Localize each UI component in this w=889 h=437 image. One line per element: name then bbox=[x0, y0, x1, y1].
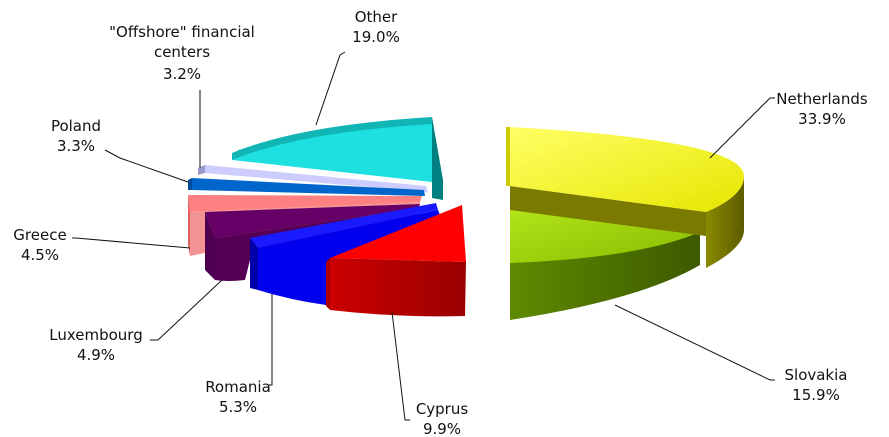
leader-cyprus bbox=[391, 311, 410, 421]
label-netherlands-name: Netherlands bbox=[776, 90, 868, 108]
label-cyprus-name: Cyprus bbox=[416, 400, 469, 418]
label-luxembourg: Luxembourg 4.9% bbox=[49, 326, 143, 364]
label-cyprus-value: 9.9% bbox=[423, 420, 461, 437]
leader-luxembourg bbox=[150, 279, 223, 341]
leader-netherlands bbox=[709, 97, 775, 159]
label-netherlands: Netherlands 33.9% bbox=[776, 90, 868, 128]
label-greece-value: 4.5% bbox=[21, 246, 59, 264]
leader-greece bbox=[72, 237, 191, 249]
label-romania-name: Romania bbox=[205, 378, 271, 396]
label-greece: Greece 4.5% bbox=[13, 226, 66, 264]
label-romania-value: 5.3% bbox=[219, 398, 257, 416]
label-poland-value: 3.3% bbox=[57, 137, 95, 155]
slice-poland bbox=[188, 178, 425, 196]
label-offshore-name-line1: "Offshore" financial bbox=[109, 23, 255, 41]
label-slovakia-value: 15.9% bbox=[792, 386, 840, 404]
label-greece-name: Greece bbox=[13, 226, 66, 244]
slice-other bbox=[232, 117, 443, 200]
label-poland: Poland 3.3% bbox=[51, 117, 101, 155]
label-other-value: 19.0% bbox=[352, 28, 400, 46]
label-netherlands-value: 33.9% bbox=[798, 110, 846, 128]
label-offshore-name-line2: centers bbox=[154, 43, 210, 61]
label-slovakia: Slovakia 15.9% bbox=[785, 366, 848, 404]
label-other: Other 19.0% bbox=[352, 8, 400, 46]
label-other-name: Other bbox=[355, 8, 398, 26]
leader-romania bbox=[268, 294, 273, 386]
label-slovakia-name: Slovakia bbox=[785, 366, 848, 384]
slice-cyprus bbox=[326, 205, 466, 317]
label-luxembourg-name: Luxembourg bbox=[49, 326, 143, 344]
label-cyprus: Cyprus 9.9% bbox=[416, 400, 469, 437]
label-luxembourg-value: 4.9% bbox=[77, 346, 115, 364]
slice-slovakia bbox=[510, 205, 700, 320]
label-poland-name: Poland bbox=[51, 117, 101, 135]
slice-netherlands bbox=[506, 127, 744, 268]
leader-poland bbox=[104, 149, 189, 183]
label-offshore-value: 3.2% bbox=[163, 65, 201, 83]
label-romania: Romania 5.3% bbox=[205, 378, 271, 416]
leader-slovakia bbox=[614, 304, 775, 381]
leader-other bbox=[315, 51, 346, 126]
label-offshore: "Offshore" financial centers 3.2% bbox=[109, 23, 255, 83]
